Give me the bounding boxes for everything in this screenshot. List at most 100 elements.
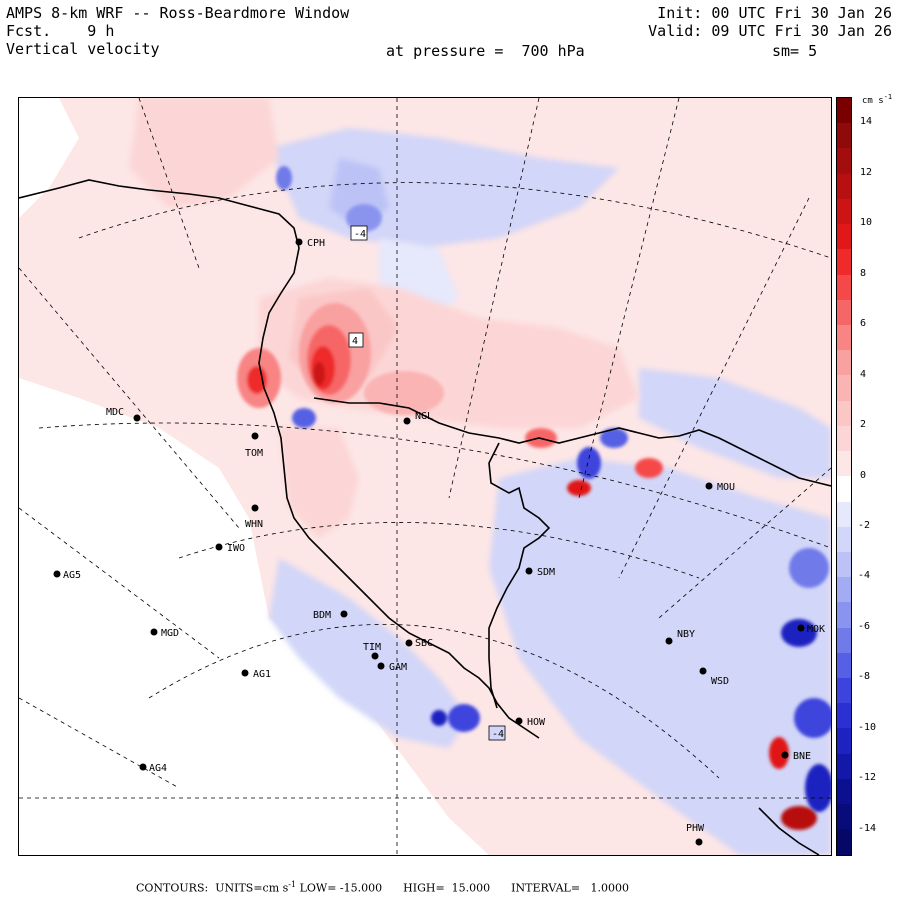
- station-gam[interactable]: GAM: [377, 662, 408, 673]
- station-tom[interactable]: TOM: [245, 432, 263, 460]
- colorbar-segment: [837, 375, 851, 401]
- colorbar-units-exp: -1: [883, 93, 893, 101]
- init-time: Init: 00 UTC Fri 30 Jan 26: [657, 4, 892, 22]
- colorbar-units-text: cm s: [862, 96, 884, 106]
- colorbar-tick-label: 2: [860, 419, 867, 431]
- colorbar-tick-label: 6: [860, 318, 867, 330]
- strong-downdraft: [276, 166, 831, 812]
- station-mgd[interactable]: MGD: [150, 628, 180, 639]
- contour-label-text: -4: [354, 229, 366, 240]
- colorbar-tick-label: 14: [860, 116, 873, 128]
- colorbar-segment: [837, 728, 851, 754]
- colorbar-segment: [837, 249, 851, 275]
- footer-interval: INTERVAL= 1.0000: [511, 881, 630, 895]
- station-label: MOU: [717, 482, 735, 493]
- footer-units-exp: -1: [288, 880, 297, 889]
- colorbar-segment: [837, 350, 851, 376]
- station-label: NBY: [677, 629, 695, 640]
- colorbar-segment: [837, 400, 851, 426]
- station-bne[interactable]: BNE: [781, 751, 812, 762]
- colorbar-segment: [837, 98, 851, 124]
- forecast-hour: Fcst. 9 h: [6, 22, 115, 40]
- valid-time: Valid: 09 UTC Fri 30 Jan 26: [648, 22, 892, 40]
- contour-label-neg-lower: -4: [488, 725, 506, 741]
- colorbar-segment: [837, 753, 851, 779]
- near-zero-region-west-upper: [19, 98, 79, 218]
- station-label: HOW: [527, 717, 546, 728]
- station-cph[interactable]: CPH: [295, 238, 326, 249]
- colorbar: [836, 97, 852, 856]
- map-title: AMPS 8-km WRF -- Ross-Beardmore Window: [6, 4, 350, 22]
- footer-high: HIGH= 15.000: [403, 881, 491, 895]
- station-label: TOM: [245, 448, 263, 459]
- footer-contours: CONTOURS:: [136, 881, 209, 895]
- station-ag4[interactable]: AG4: [139, 763, 168, 774]
- station-phw[interactable]: PHW: [686, 823, 705, 846]
- station-label: MGD: [161, 628, 179, 639]
- colorbar-tick-label: 4: [860, 368, 867, 380]
- station-ag5[interactable]: AG5: [53, 570, 82, 581]
- field-name: Vertical velocity: [6, 40, 160, 58]
- colorbar-tick-label: 0: [860, 469, 867, 481]
- station-nby[interactable]: NBY: [665, 629, 696, 645]
- footer-units: UNITS=cm s: [215, 881, 289, 895]
- colorbar-units: cm s-1: [862, 93, 892, 106]
- colorbar-tick-label: 10: [860, 217, 873, 229]
- station-mok[interactable]: MOK: [797, 624, 826, 635]
- station-label: IWO: [227, 543, 245, 554]
- colorbar-segment: [837, 299, 851, 325]
- station-label: SBC: [415, 638, 433, 649]
- station-sdm[interactable]: SDM: [525, 567, 556, 578]
- station-label: WSD: [711, 676, 729, 687]
- station-tim[interactable]: TIM: [363, 642, 381, 660]
- colorbar-segment: [837, 627, 851, 653]
- colorbar-segment: [837, 173, 851, 199]
- colorbar-tick-label: -10: [858, 721, 877, 733]
- station-iwo[interactable]: IWO: [215, 543, 246, 554]
- map-panel: -4 4 -4 CPH MDC TOM NGL MOU WHN IWO AG5 …: [18, 97, 832, 856]
- station-ag1[interactable]: AG1: [241, 669, 272, 680]
- station-whn[interactable]: WHN: [245, 504, 263, 531]
- station-label: MOK: [807, 624, 825, 635]
- smoothing-label: sm= 5: [772, 42, 818, 60]
- colorbar-segment: [837, 652, 851, 679]
- station-label: AG1: [253, 669, 271, 680]
- station-label: NGL: [415, 411, 433, 422]
- colorbar-segment: [837, 198, 851, 225]
- footer-low: LOW= -15.000: [299, 881, 383, 895]
- station-label: TIM: [363, 642, 381, 653]
- station-ngl[interactable]: NGL: [403, 411, 434, 425]
- map-header-right: Init: 00 UTC Fri 30 Jan 26 Valid: 09 UTC…: [648, 4, 892, 40]
- strong-updraft: [237, 303, 817, 830]
- station-label: SDM: [537, 567, 555, 578]
- contour-label-neg-upper: -4: [350, 225, 368, 241]
- colorbar-segment: [837, 526, 851, 552]
- colorbar-segment: [837, 451, 851, 477]
- station-label: BNE: [793, 751, 811, 762]
- station-label: AG4: [149, 763, 167, 774]
- colorbar-segment: [837, 148, 851, 174]
- station-label: PHW: [686, 823, 705, 834]
- coastline: [19, 179, 831, 855]
- station-label: BDM: [313, 610, 331, 621]
- colorbar-tick-label: -2: [858, 519, 871, 531]
- map-header-left: AMPS 8-km WRF -- Ross-Beardmore Window F…: [6, 4, 349, 58]
- colorbar-segment: [837, 778, 851, 805]
- station-sbc[interactable]: SBC: [405, 638, 434, 649]
- station-label: WHN: [245, 519, 263, 530]
- station-wsd[interactable]: WSD: [699, 667, 730, 688]
- station-mdc[interactable]: MDC: [106, 407, 141, 422]
- station-how[interactable]: HOW: [515, 717, 547, 728]
- colorbar-segment: [837, 703, 851, 729]
- colorbar-segment: [837, 551, 851, 578]
- colorbar-tick-label: -6: [858, 620, 871, 632]
- colorbar-segment: [837, 123, 851, 149]
- station-bdm[interactable]: BDM: [313, 610, 348, 621]
- station-mou[interactable]: MOU: [705, 482, 736, 493]
- colorbar-segment: [837, 501, 851, 527]
- grid-lines: [19, 98, 831, 855]
- colorbar-tick-label: 8: [860, 267, 867, 279]
- colorbar-segment: [837, 678, 851, 704]
- stations: CPH MDC TOM NGL MOU WHN IWO AG5 SDM BDM …: [53, 238, 826, 846]
- colorbar-tick-label: -4: [858, 570, 871, 582]
